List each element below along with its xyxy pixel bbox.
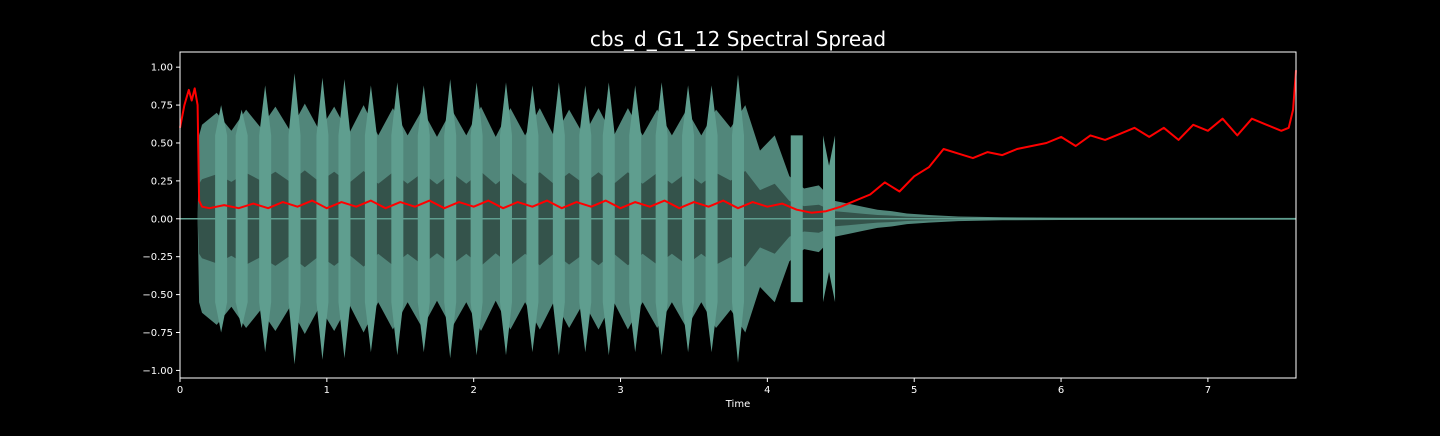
spectral-spread-line <box>179 70 1297 214</box>
x-tick-label: 1 <box>324 385 330 396</box>
y-tick-label: 0.50 <box>151 138 173 149</box>
y-tick-label: −1.00 <box>142 366 173 377</box>
x-tick-label: 3 <box>617 385 623 396</box>
x-tick-label: 5 <box>911 385 917 396</box>
y-tick-label: 0.00 <box>151 214 173 225</box>
x-axis-label: Time <box>725 399 750 410</box>
chart-title: cbs_d_G1_12 Spectral Spread <box>590 27 886 51</box>
y-tick-label: 1.00 <box>151 63 173 74</box>
x-axis-ticks: 0 1 2 3 4 5 6 7 <box>177 378 1211 396</box>
y-tick-label: −0.50 <box>142 290 173 301</box>
y-tick-label: 0.75 <box>151 101 173 112</box>
plot-marks <box>179 70 1297 365</box>
x-tick-label: 6 <box>1058 385 1064 396</box>
x-tick-label: 7 <box>1205 385 1211 396</box>
axes-frame <box>179 51 1297 379</box>
y-tick-label: −0.75 <box>142 328 173 339</box>
y-tick-label: 0.25 <box>151 176 173 187</box>
y-tick-label: −0.25 <box>142 252 173 263</box>
y-axis-ticks: 1.00 0.75 0.50 0.25 0.00 −0.25 −0.50 −0.75 −1.00 <box>142 63 180 377</box>
x-tick-label: 2 <box>470 385 476 396</box>
x-tick-label: 4 <box>764 385 770 396</box>
x-tick-label: 0 <box>177 385 183 396</box>
